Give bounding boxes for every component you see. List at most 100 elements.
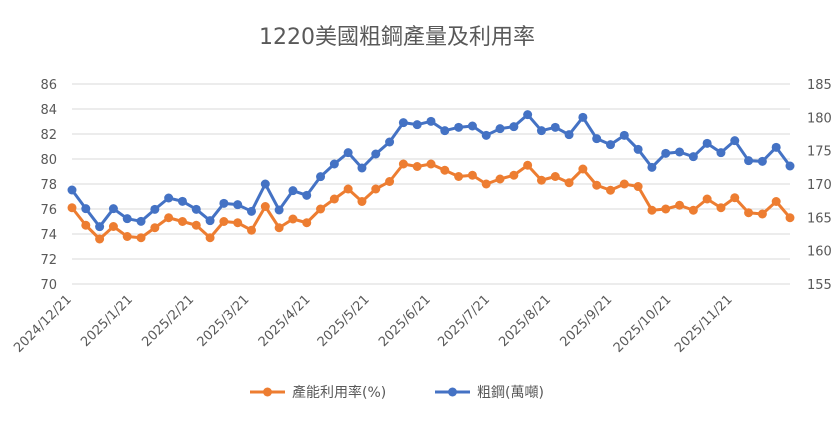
point-utilization[interactable]	[247, 225, 256, 235]
point-crude-steel[interactable]	[633, 144, 643, 154]
point-crude-steel[interactable]	[785, 161, 795, 171]
legend-item-utilization[interactable]: 產能利用率(%)	[250, 384, 386, 401]
point-utilization[interactable]	[426, 159, 436, 169]
point-utilization[interactable]	[716, 203, 726, 213]
point-utilization[interactable]	[606, 185, 615, 195]
point-crude-steel[interactable]	[233, 200, 243, 210]
point-crude-steel[interactable]	[757, 156, 767, 166]
point-utilization[interactable]	[67, 203, 77, 213]
point-crude-steel[interactable]	[95, 222, 105, 232]
point-utilization[interactable]	[398, 159, 408, 169]
point-crude-steel[interactable]	[191, 204, 201, 214]
point-crude-steel[interactable]	[592, 134, 602, 144]
point-utilization[interactable]	[385, 177, 395, 186]
point-utilization[interactable]	[288, 214, 298, 224]
point-utilization[interactable]	[316, 204, 326, 214]
point-crude-steel[interactable]	[219, 198, 229, 208]
legend-item-crude-steel[interactable]: 粗鋼(萬噸)	[435, 385, 544, 401]
point-utilization[interactable]	[592, 180, 602, 190]
point-crude-steel[interactable]	[247, 206, 256, 216]
point-crude-steel[interactable]	[744, 156, 754, 166]
point-crude-steel[interactable]	[619, 130, 629, 140]
point-crude-steel[interactable]	[371, 149, 381, 159]
point-crude-steel[interactable]	[578, 112, 588, 122]
point-utilization[interactable]	[495, 174, 505, 184]
point-crude-steel[interactable]	[329, 159, 339, 169]
point-utilization[interactable]	[440, 165, 450, 175]
point-crude-steel[interactable]	[288, 186, 298, 196]
point-crude-steel[interactable]	[357, 163, 367, 173]
point-utilization[interactable]	[564, 178, 574, 188]
point-utilization[interactable]	[177, 217, 187, 226]
point-utilization[interactable]	[744, 208, 754, 218]
point-crude-steel[interactable]	[454, 122, 464, 132]
point-crude-steel[interactable]	[274, 205, 284, 215]
point-utilization[interactable]	[661, 204, 671, 214]
point-crude-steel[interactable]	[675, 147, 685, 157]
point-crude-steel[interactable]	[412, 120, 422, 130]
point-crude-steel[interactable]	[385, 137, 395, 147]
point-crude-steel[interactable]	[495, 124, 505, 134]
point-utilization[interactable]	[619, 179, 629, 189]
point-utilization[interactable]	[412, 162, 422, 171]
point-utilization[interactable]	[122, 232, 132, 241]
point-utilization[interactable]	[481, 179, 491, 189]
point-utilization[interactable]	[633, 182, 643, 191]
point-crude-steel[interactable]	[536, 126, 546, 136]
point-utilization[interactable]	[371, 184, 381, 194]
point-utilization[interactable]	[164, 213, 174, 223]
point-crude-steel[interactable]	[647, 162, 657, 172]
point-crude-steel[interactable]	[136, 216, 146, 226]
point-crude-steel[interactable]	[702, 138, 712, 148]
point-utilization[interactable]	[343, 184, 353, 194]
point-utilization[interactable]	[136, 233, 146, 243]
point-utilization[interactable]	[454, 172, 464, 181]
point-crude-steel[interactable]	[730, 136, 740, 146]
point-crude-steel[interactable]	[177, 196, 187, 206]
point-utilization[interactable]	[730, 193, 740, 203]
point-utilization[interactable]	[81, 220, 91, 230]
point-crude-steel[interactable]	[523, 110, 533, 120]
point-crude-steel[interactable]	[481, 130, 491, 140]
point-utilization[interactable]	[550, 172, 560, 181]
point-crude-steel[interactable]	[688, 152, 698, 162]
point-crude-steel[interactable]	[81, 204, 91, 214]
point-utilization[interactable]	[233, 218, 243, 228]
point-utilization[interactable]	[771, 197, 781, 206]
point-utilization[interactable]	[150, 223, 160, 233]
point-crude-steel[interactable]	[67, 185, 77, 195]
point-crude-steel[interactable]	[164, 193, 174, 203]
point-crude-steel[interactable]	[302, 190, 312, 200]
point-utilization[interactable]	[219, 217, 229, 226]
point-crude-steel[interactable]	[467, 121, 477, 131]
point-utilization[interactable]	[108, 222, 118, 231]
point-utilization[interactable]	[467, 170, 477, 180]
point-utilization[interactable]	[357, 197, 367, 206]
point-utilization[interactable]	[191, 220, 201, 230]
point-utilization[interactable]	[702, 194, 712, 204]
point-crude-steel[interactable]	[564, 130, 574, 140]
point-utilization[interactable]	[757, 209, 767, 219]
point-crude-steel[interactable]	[550, 122, 560, 132]
point-utilization[interactable]	[578, 164, 588, 174]
point-crude-steel[interactable]	[771, 142, 781, 152]
point-utilization[interactable]	[647, 205, 657, 215]
point-utilization[interactable]	[785, 213, 795, 223]
point-crude-steel[interactable]	[260, 179, 270, 189]
point-crude-steel[interactable]	[122, 214, 132, 224]
point-crude-steel[interactable]	[108, 204, 118, 214]
point-crude-steel[interactable]	[343, 148, 353, 158]
point-utilization[interactable]	[536, 175, 546, 185]
point-crude-steel[interactable]	[398, 118, 408, 128]
point-utilization[interactable]	[329, 194, 339, 204]
point-crude-steel[interactable]	[316, 172, 326, 182]
point-utilization[interactable]	[274, 223, 284, 233]
point-crude-steel[interactable]	[426, 116, 436, 126]
point-utilization[interactable]	[260, 202, 270, 211]
point-crude-steel[interactable]	[606, 140, 615, 150]
point-crude-steel[interactable]	[150, 204, 160, 214]
point-crude-steel[interactable]	[205, 216, 215, 226]
point-crude-steel[interactable]	[716, 148, 726, 158]
point-crude-steel[interactable]	[440, 126, 450, 136]
point-utilization[interactable]	[205, 233, 215, 243]
